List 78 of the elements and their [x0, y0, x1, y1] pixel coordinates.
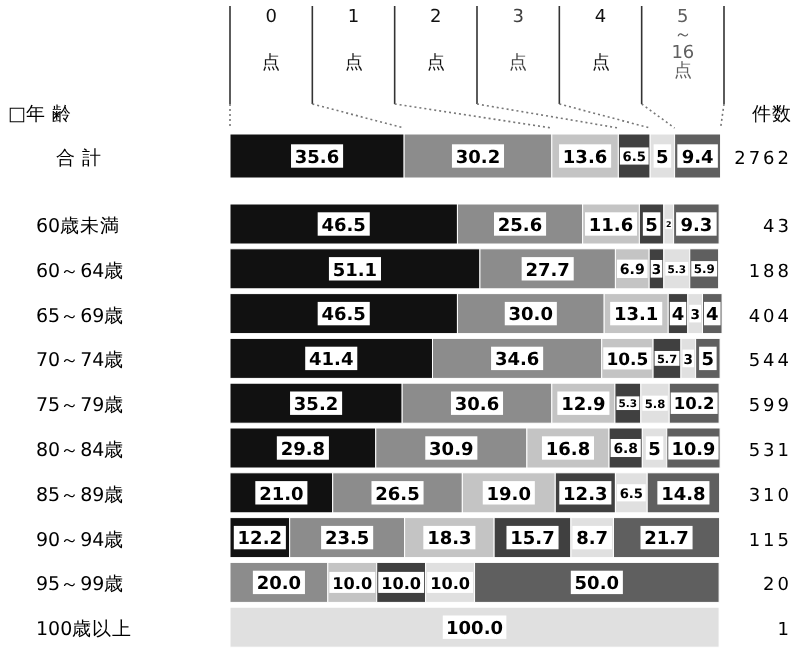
data-label: 10.9 — [671, 440, 716, 461]
data-label: 9.3 — [680, 216, 713, 237]
data-label: 27.7 — [525, 261, 570, 282]
text: 43 — [763, 218, 792, 238]
data-label: 5 — [656, 148, 669, 169]
data-label: 10.0 — [430, 572, 471, 593]
data-label: 100.0 — [446, 620, 504, 641]
data-label: 46.5 — [321, 216, 366, 237]
y-tick-label: 60歳未満 — [36, 214, 121, 238]
y-tick-label: 95～99歳 — [36, 572, 125, 597]
text: 599 — [748, 397, 792, 418]
data-label: 19.0 — [486, 485, 532, 506]
data-label: 50.0 — [574, 575, 620, 596]
y-tick-label: 合 計 — [56, 146, 103, 170]
data-label: 26.5 — [375, 485, 420, 506]
y-tick-label: 80～84歳 — [36, 438, 125, 462]
data-label: 10.5 — [606, 350, 649, 371]
data-label: 30.0 — [508, 306, 554, 327]
y-axis-title: □年 齢 — [8, 102, 72, 126]
data-label: 10.2 — [673, 393, 716, 414]
data-label: 14.8 — [661, 485, 706, 506]
y-tick-label: 65～69歳 — [36, 303, 125, 328]
text: 1点 — [344, 8, 363, 74]
text: 4点 — [591, 8, 610, 74]
data-label: 23.5 — [324, 530, 370, 551]
bar — [229, 606, 720, 648]
data-label: 41.4 — [309, 351, 354, 372]
data-label: 35.2 — [293, 396, 339, 417]
data-label: 30.9 — [429, 440, 474, 461]
data-label: 29.8 — [280, 440, 326, 461]
data-label: 5 — [701, 351, 715, 372]
data-label: 18.3 — [427, 530, 472, 551]
y-tick-label: 100歳以上 — [36, 617, 133, 642]
y-tick-label: 75～79歳 — [36, 393, 125, 418]
data-label: 11.6 — [588, 216, 634, 237]
text: 544 — [748, 352, 792, 373]
data-label: 34.6 — [494, 351, 540, 372]
data-label: 51.1 — [332, 261, 378, 282]
y2-axis-title: 件数 — [752, 104, 792, 126]
text: 1 — [777, 621, 792, 642]
text: 531 — [748, 442, 792, 462]
data-label: 35.6 — [294, 148, 340, 169]
text: 115 — [748, 531, 792, 552]
data-label: 10.0 — [381, 572, 422, 593]
data-label: 4 — [671, 306, 685, 327]
text: 2762 — [734, 150, 792, 170]
data-label: 21.7 — [644, 530, 689, 551]
y-tick-label: 60～64歳 — [36, 258, 125, 283]
data-label: 25.6 — [497, 216, 543, 237]
y-tick-label: 90～94歳 — [36, 527, 125, 552]
text: 310 — [748, 486, 792, 507]
text: 3点 — [509, 8, 528, 74]
text: 404 — [748, 307, 792, 328]
data-label: 46.5 — [321, 306, 366, 327]
y-tick-label: 70～74歳 — [36, 348, 125, 373]
data-label: 15.7 — [510, 530, 555, 551]
data-label: 13.6 — [562, 148, 608, 169]
data-label: 21.0 — [259, 485, 304, 506]
text: 2点 — [426, 8, 445, 74]
data-label: 12.9 — [561, 396, 606, 417]
data-label: 12.3 — [563, 485, 608, 506]
data-label: 4 — [706, 306, 719, 327]
data-label: 30.6 — [454, 396, 500, 417]
data-label: 5 — [645, 216, 658, 237]
text: 188 — [748, 262, 792, 283]
text: 5～16点 — [671, 8, 695, 82]
data-label: 13.1 — [613, 306, 659, 327]
data-label: 16.8 — [545, 440, 591, 461]
data-label: 12.2 — [237, 530, 283, 551]
data-label: 9.4 — [681, 148, 714, 169]
data-label: 5 — [648, 440, 661, 461]
data-label: 20.0 — [256, 575, 302, 596]
data-label: 8.7 — [576, 530, 609, 551]
data-label: 10.0 — [332, 572, 373, 593]
text: 0点 — [262, 8, 281, 74]
y-tick-label: 85～89歳 — [36, 482, 125, 507]
data-label: 30.2 — [455, 148, 501, 169]
text: 20 — [763, 576, 792, 597]
